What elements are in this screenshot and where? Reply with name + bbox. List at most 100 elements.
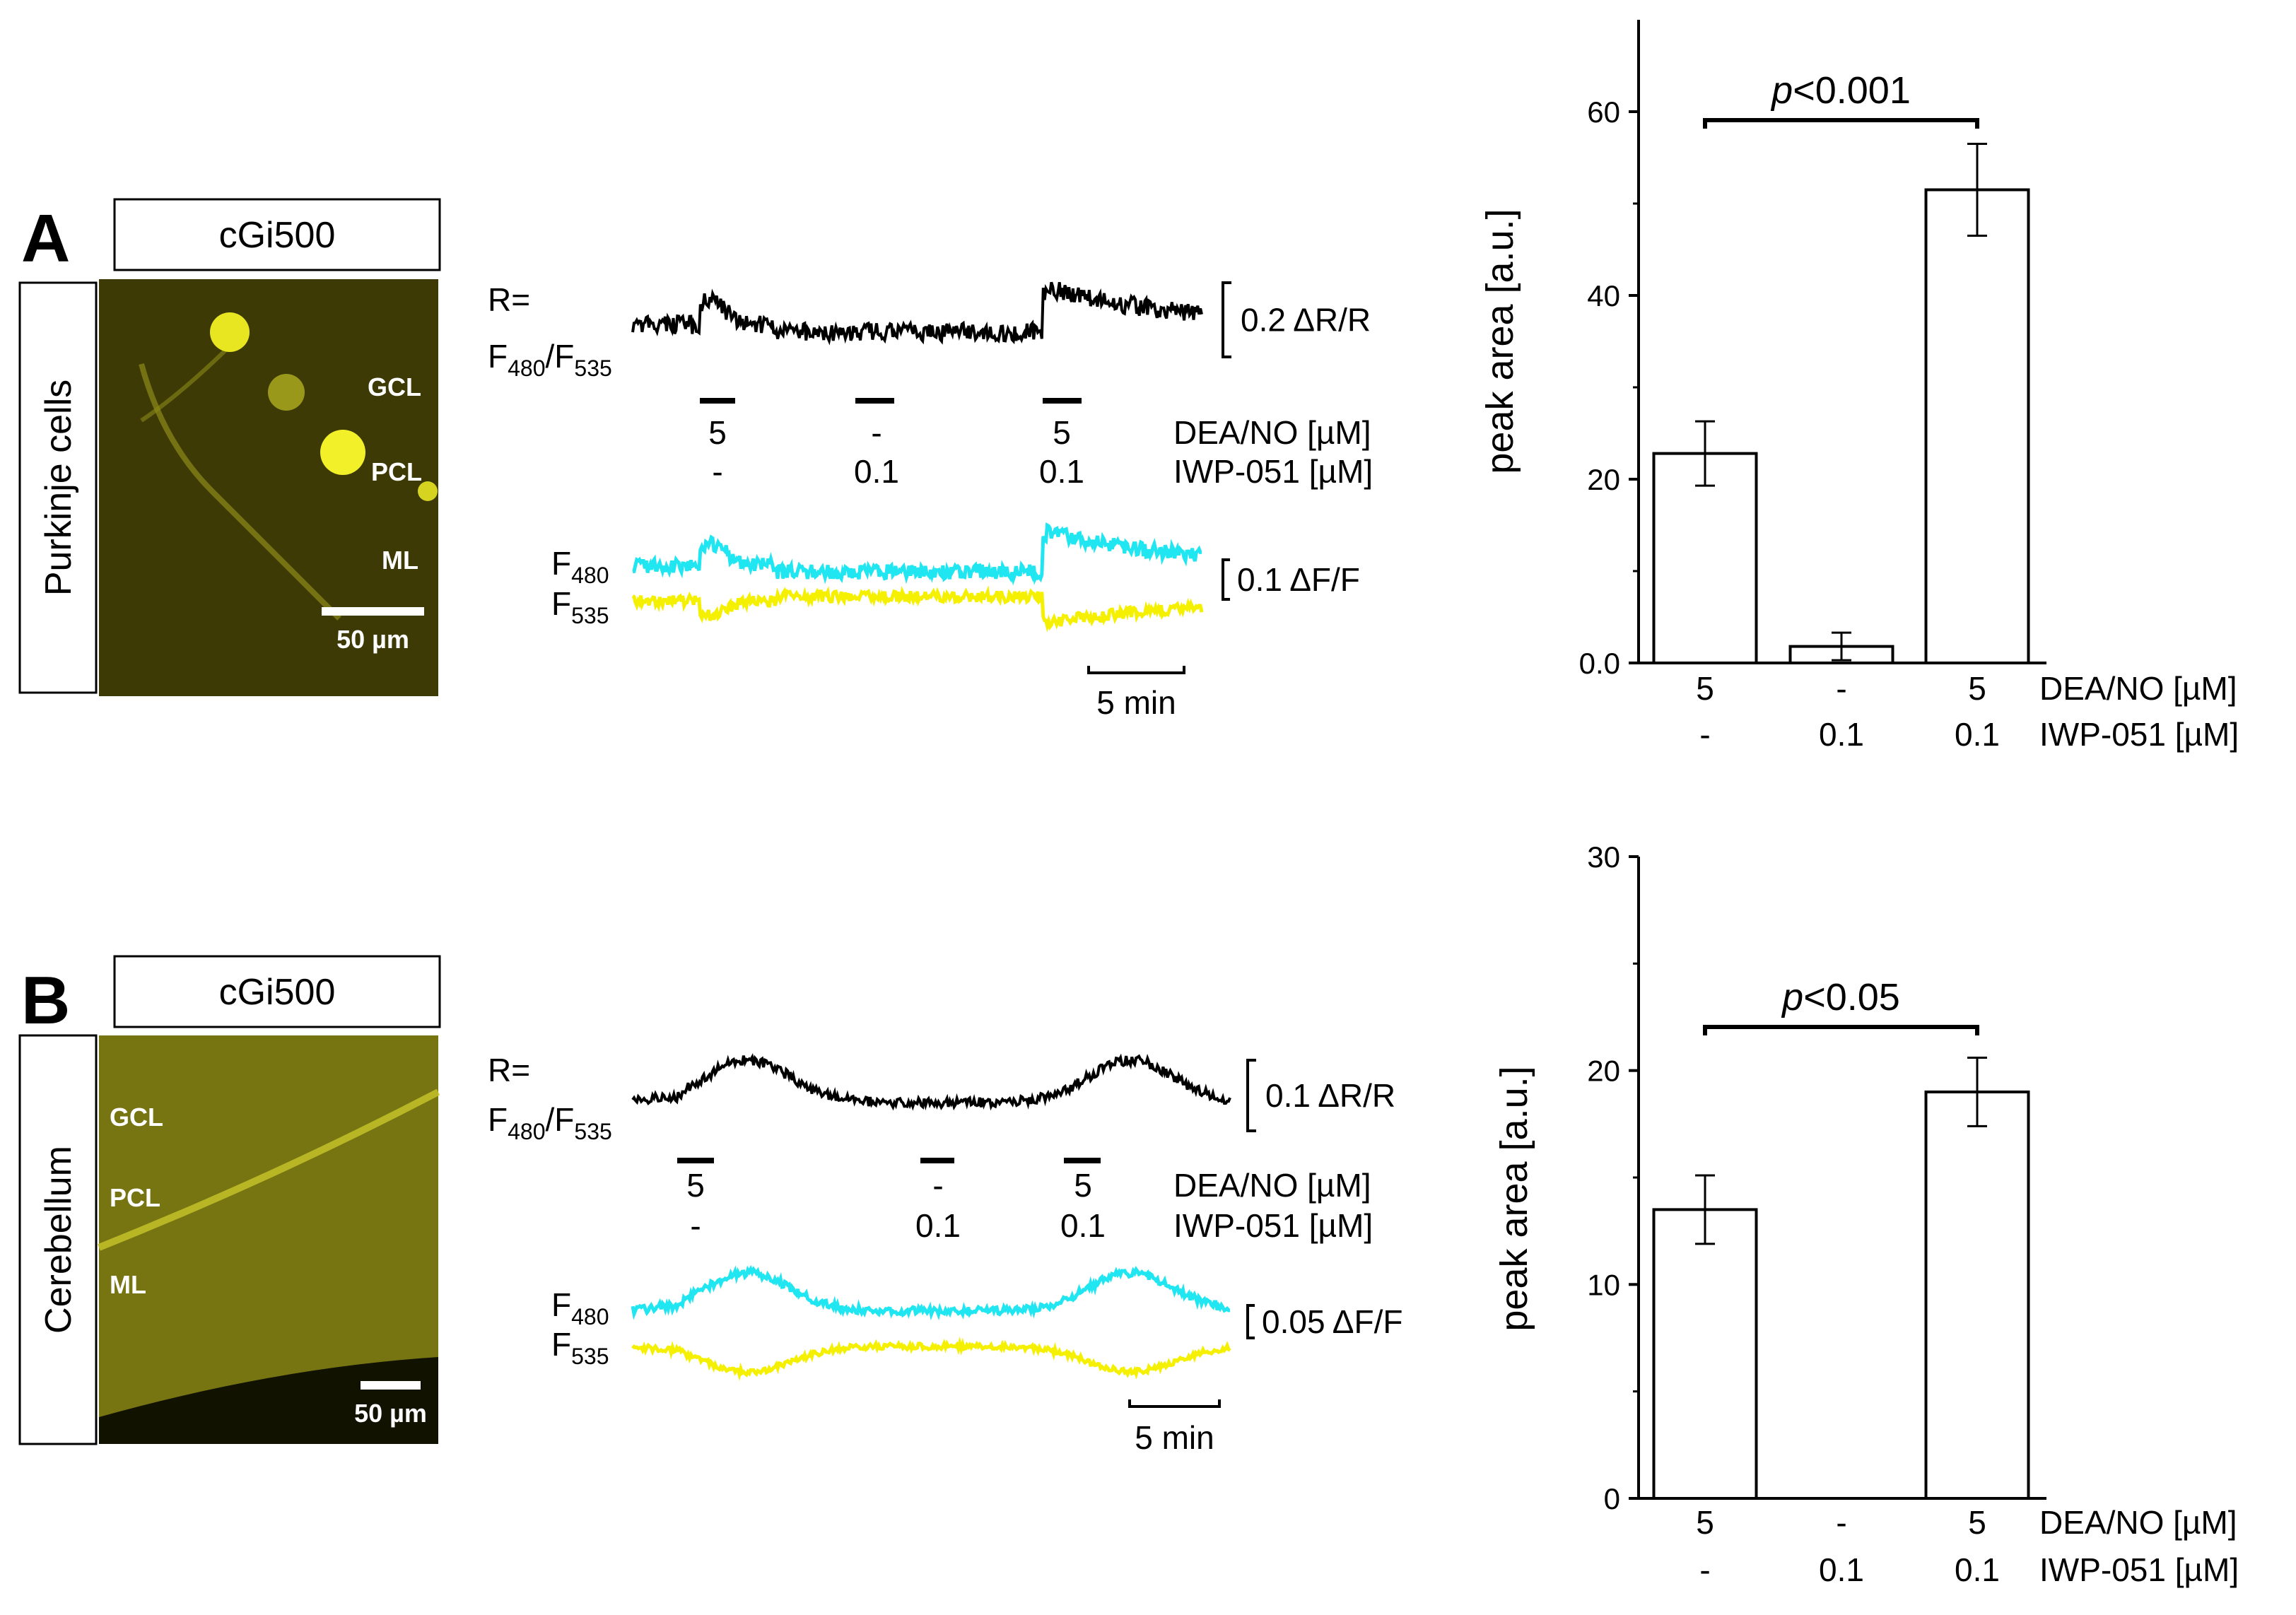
trace-iwp-label-a: IWP-051 [µM] [1173,453,1373,490]
significance-label-a: p<0.001 [1770,69,1911,112]
ratio-scale-label-b: 0.1 ΔR/R [1265,1077,1395,1114]
fluor-label-535-f-b: F [551,1326,571,1363]
cell-body-a-2 [320,430,365,475]
ratio-label-part-a-3: 535 [574,356,611,381]
cfp-trace-b [631,1264,1231,1321]
significance-p-b: p [1781,976,1803,1018]
chart-dea-label-b: DEA/NO [µM] [2039,1504,2237,1541]
significance-bracket-a [1703,118,1979,129]
image-title-a: cGi500 [219,215,336,256]
chart-dea-value-b-2: 5 [1968,1504,1986,1541]
chart-iwp-label-a: IWP-051 [µM] [2039,716,2239,753]
bar-b-2 [1924,1090,2030,1500]
micrograph-background-a [99,279,438,696]
trace-dea-value-a-2: 5 [1053,414,1071,451]
fluor-scale-label-b: 0.05 ΔF/F [1262,1303,1402,1340]
micrograph-a: GCL PCL ML 50 µm [99,279,438,696]
bar-a-2 [1924,188,2030,664]
chart-iwp-value-b-1: 0.1 [1819,1551,1864,1588]
layer-label-b-ml: ML [110,1270,146,1299]
significance-label-b: p<0.05 [1781,976,1900,1018]
ratio-label-line1-a: R= [488,281,530,318]
yfp-trace-b [631,1337,1231,1382]
cfp-trace-a [632,522,1202,586]
layer-label-b-pcl: PCL [110,1183,160,1212]
ratio-scale-label-a: 0.2 ΔR/R [1241,302,1371,339]
fluor-label-480-sub-b: 480 [571,1304,609,1329]
fluor-scale-label-a: 0.1 ΔF/F [1237,561,1360,598]
trace-dea-value-b-1: - [932,1167,943,1204]
image-title-b: cGi500 [219,972,336,1013]
trace-iwp-value-b-2: 0.1 [1060,1207,1106,1244]
fluor-label-480-f-a: F [551,545,571,582]
y-tick-label-b-0: 0 [1604,1482,1620,1515]
trace-dea-label-b: DEA/NO [µM] [1173,1167,1371,1204]
panel-letter-b: B [21,963,70,1038]
fluor-label-480-f-b: F [551,1286,571,1323]
ratio-label-part-a-0: F [488,338,508,375]
trace-dea-value-b-0: 5 [686,1167,705,1204]
scale-bar-label-a: 50 µm [336,625,409,654]
y-tick-label-a-1: 20 [1587,463,1620,496]
tissue-edge-shape-b [99,1357,438,1444]
trace-dea-value-a-0: 5 [708,414,727,451]
y-axis-label-b: peak area [a.u.] [1493,1066,1535,1331]
bar-chart-b: 0 10 20 30 peak area [a.u.] 5 - - 0.1 5 0.1 DEA/NO … [1493,840,2239,1588]
trace-iwp-label-b: IWP-051 [µM] [1173,1207,1373,1244]
significance-bracket-b [1703,1025,1979,1035]
trace-iwp-value-b-1: 0.1 [915,1207,961,1244]
layer-label-a-gcl: GCL [368,372,421,401]
y-tick-label-b-2: 20 [1587,1055,1620,1088]
cell-body-a-1 [268,374,305,411]
trace-dea-value-b-2: 5 [1074,1167,1092,1204]
chart-dea-value-b-0: 5 [1696,1504,1714,1541]
fluor-label-480-b: F480 [551,1286,609,1329]
ratio-label-part-b-3: 535 [574,1119,611,1144]
title-box-a [113,198,441,271]
trace-dea-value-a-1: - [871,414,882,451]
fluor-scale-bar-b [1246,1304,1255,1339]
fluor-label-535-b: F535 [551,1326,609,1369]
title-box-b [113,955,441,1028]
time-scale-bar-a [1087,666,1185,674]
fluor-label-480-a: F480 [551,545,609,588]
ratio-label-line1-b: R= [488,1052,530,1088]
bar-a-0 [1652,452,1758,664]
time-scale-label-a: 5 min [1096,684,1176,721]
trace-iwp-value-b-0: - [690,1207,701,1244]
y-tick-label-a-0: 0.0 [1579,647,1620,680]
trace-iwp-value-a-2: 0.1 [1039,453,1084,490]
ratio-label-part-b-0: F [488,1101,508,1138]
chart-iwp-value-a-2: 0.1 [1955,716,2000,753]
fluor-label-535-f-a: F [551,585,571,622]
significance-value-a: <0.001 [1793,69,1911,112]
fluor-label-535-sub-a: 535 [571,603,609,628]
chart-dea-value-a-0: 5 [1696,670,1714,707]
ratio-scale-bar-b [1246,1059,1256,1132]
panel-letter-a: A [21,201,70,276]
scale-bar-label-b: 50 µm [354,1399,427,1428]
ratio-label-line2-b: F480/F535 [488,1101,612,1144]
chart-dea-value-b-1: - [1836,1504,1846,1541]
side-box-a [18,281,98,694]
chart-dea-label-a: DEA/NO [µM] [2039,670,2237,707]
ratio-trace-a [631,281,1203,346]
y-axis-label-a: peak area [a.u.] [1479,209,1521,474]
trace-iwp-value-a-1: 0.1 [854,453,899,490]
ratio-label-part-a-2: /F [546,338,575,375]
time-scale-bar-b [1128,1399,1221,1408]
trace-iwp-value-a-0: - [712,453,722,490]
ratio-label-part-b-2: /F [546,1101,575,1138]
ratio-scale-bar-a [1222,281,1231,358]
ratio-label-part-b-1: 480 [508,1119,545,1144]
ratio-trace-b [631,1053,1231,1111]
layer-label-a-ml: ML [382,546,418,575]
chart-dea-value-a-1: - [1836,670,1846,707]
y-tick-label-a-2: 40 [1587,279,1620,312]
bar-b-0 [1652,1208,1758,1501]
chart-dea-value-a-2: 5 [1968,670,1986,707]
